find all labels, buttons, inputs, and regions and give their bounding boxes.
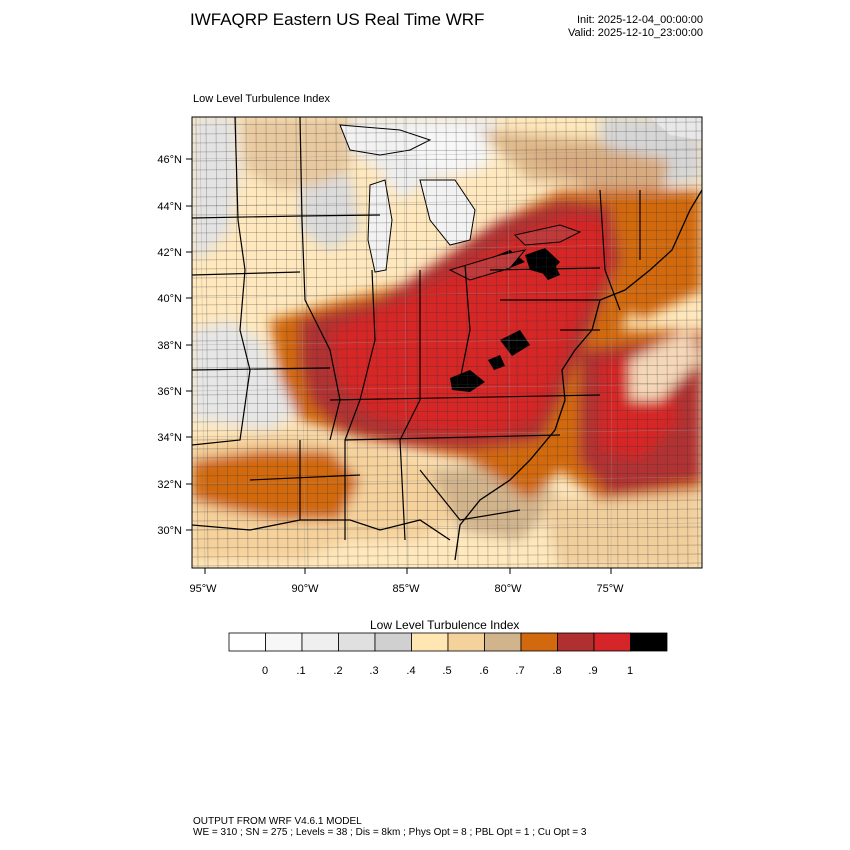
lat-tick: 44°N	[157, 201, 192, 213]
colorbar-tick-labels: 0 .1 .2 .3 .4 .5 .6 .7 .8 .9 1	[262, 665, 633, 677]
lon-label: 85°W	[392, 583, 420, 595]
lat-label: 36°N	[157, 386, 182, 398]
lat-label: 40°N	[157, 293, 182, 305]
model-info: OUTPUT FROM WRF V4.6.1 MODEL WE = 310 ; …	[193, 816, 586, 838]
cb-tick-label: .6	[479, 665, 488, 677]
colorbar-box	[520, 632, 558, 652]
lat-tick: 30°N	[157, 525, 192, 537]
lat-label: 32°N	[157, 479, 182, 491]
lat-tick: 32°N	[157, 479, 192, 491]
init-time: Init: 2025-12-04_00:00:00	[577, 14, 703, 26]
lat-label: 30°N	[157, 525, 182, 537]
colorbar-box	[411, 632, 449, 652]
latitude-axis: 46°N 44°N 42°N 40°N 38°N 36°N 34°N 32°N …	[157, 154, 192, 537]
cb-tick-label: .9	[588, 665, 597, 677]
lat-label: 42°N	[157, 247, 182, 259]
run-times: Init: 2025-12-04_00:00:00 Valid: 2025-12…	[568, 14, 703, 40]
colorbar: 0 .1 .2 .3 .4 .5 .6 .7 .8 .9 1	[228, 632, 668, 677]
map-frame	[191, 116, 703, 569]
lon-label: 95°W	[189, 583, 217, 595]
map-title: IWFAQRP Eastern US Real Time WRF	[190, 10, 485, 29]
colorbar-box	[265, 632, 303, 652]
lon-tick: 85°W	[392, 568, 420, 595]
lat-label: 46°N	[157, 154, 182, 166]
colorbar-box	[338, 632, 376, 652]
cb-tick-label: .4	[406, 665, 415, 677]
lat-tick: 34°N	[157, 432, 192, 444]
lon-label: 80°W	[494, 583, 522, 595]
lon-label: 90°W	[291, 583, 319, 595]
cb-tick-label: .3	[369, 665, 378, 677]
valid-time: Valid: 2025-12-10_23:00:00	[568, 27, 703, 39]
lat-tick: 42°N	[157, 247, 192, 259]
cb-tick-label: .8	[552, 665, 561, 677]
colorbar-box	[447, 632, 485, 652]
lon-tick: 90°W	[291, 568, 319, 595]
colorbar-boxes	[228, 632, 668, 652]
colorbar-box	[557, 632, 595, 652]
lat-tick: 46°N	[157, 154, 192, 166]
lon-tick: 95°W	[189, 568, 217, 595]
colorbar-box	[374, 632, 412, 652]
cb-tick-label: .7	[515, 665, 524, 677]
lat-tick: 36°N	[157, 386, 192, 398]
lat-tick: 40°N	[157, 293, 192, 305]
lon-tick: 80°W	[494, 568, 522, 595]
longitude-axis: 95°W 90°W 85°W 80°W 75°W	[189, 568, 624, 595]
county-boundaries	[192, 117, 702, 568]
lat-label: 44°N	[157, 201, 182, 213]
state-boundaries	[192, 117, 641, 541]
cb-tick-label: 0	[262, 665, 268, 677]
map-plot-area	[192, 117, 702, 568]
cb-tick-label: .1	[296, 665, 305, 677]
coastline	[192, 189, 702, 561]
model-version: OUTPUT FROM WRF V4.6.1 MODEL	[193, 816, 362, 827]
colorbar-box	[484, 632, 522, 652]
panel-label: Low Level Turbulence Index	[193, 93, 330, 105]
cb-tick-label: .5	[442, 665, 451, 677]
colorbar-box	[301, 632, 339, 652]
graticule	[192, 117, 702, 568]
cb-tick-label: .2	[333, 665, 342, 677]
colorbar-title: Low Level Turbulence Index	[370, 618, 520, 632]
lat-tick: 38°N	[157, 340, 192, 352]
colorbar-box	[593, 632, 631, 652]
colorbar-box	[630, 632, 668, 652]
lat-label: 34°N	[157, 432, 182, 444]
colorbar-box	[228, 632, 266, 652]
lon-label: 75°W	[596, 583, 624, 595]
lat-label: 38°N	[157, 340, 182, 352]
cb-tick-label: 1	[627, 665, 633, 677]
model-config: WE = 310 ; SN = 275 ; Levels = 38 ; Dis …	[193, 827, 587, 838]
lon-tick: 75°W	[596, 568, 624, 595]
